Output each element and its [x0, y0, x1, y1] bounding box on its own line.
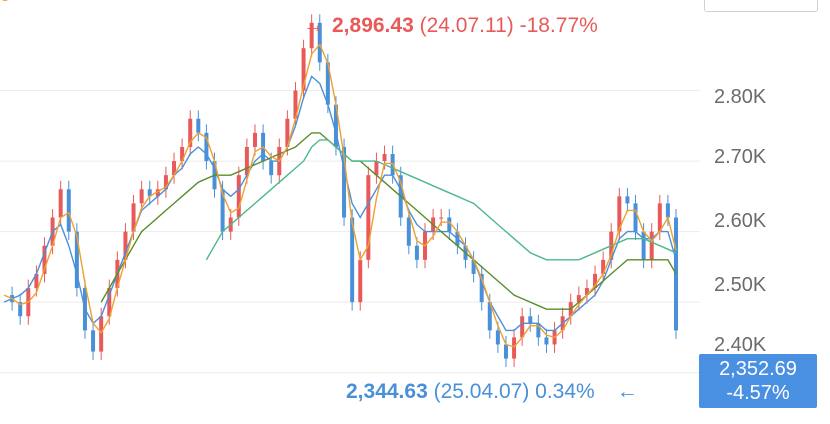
candle-body [172, 161, 177, 176]
candle-body [99, 316, 104, 352]
low-marker: 2,344.63 (25.04.07) 0.34% ← [346, 380, 638, 404]
high-change: -18.77% [519, 14, 598, 37]
candle-body [18, 302, 23, 317]
candle-body [269, 161, 274, 176]
candle-body [487, 302, 492, 331]
candle-body [358, 259, 363, 303]
candle-body [309, 22, 314, 49]
low-date: (25.04.07) [433, 380, 530, 403]
candle-body [503, 344, 508, 359]
candle-body [155, 189, 160, 197]
high-date: (24.07.11) [419, 14, 514, 37]
candle-body [91, 330, 96, 352]
candle-body [58, 189, 63, 218]
candle-body [374, 161, 379, 176]
candle-body [536, 323, 541, 338]
candle-body [544, 337, 549, 345]
candle-body [641, 231, 646, 260]
candle-body [220, 189, 225, 232]
candle-body [447, 217, 452, 232]
legend-strip [0, 0, 260, 4]
high-price: 2,896.43 [332, 14, 414, 37]
candle-body [342, 146, 347, 218]
y-tick-label: 2.70K [714, 146, 767, 168]
candle-body [520, 316, 525, 338]
y-tick-label: 2.50K [714, 274, 767, 296]
right-arrow-icon: → [303, 14, 324, 37]
high-marker: → 2,896.43 (24.07.11) -18.77% [303, 14, 598, 38]
candle-body [665, 203, 670, 218]
candle-body [414, 245, 419, 260]
candle-body [674, 217, 678, 331]
candle-body [236, 175, 241, 218]
candle-body [204, 132, 209, 162]
candle-body [593, 273, 598, 289]
candle-body [366, 175, 371, 260]
ma20-line [3, 75, 677, 332]
candle-body [471, 259, 476, 274]
current-price: 2,352.69 [719, 358, 797, 380]
candle-body [42, 245, 47, 274]
candle-body [512, 337, 517, 359]
candle-body [350, 217, 355, 303]
candle-body [649, 231, 654, 260]
candle-body [528, 316, 533, 324]
candle-body [576, 295, 581, 303]
candle-body [180, 146, 185, 162]
candle-body [74, 231, 79, 289]
candle-body [617, 196, 622, 232]
legend-ma5-dot [0, 0, 10, 1]
candle-body [139, 189, 144, 204]
current-price-badge: 2,352.69 -4.57% [699, 354, 817, 408]
candle-body [163, 175, 168, 190]
candle-body [601, 259, 606, 274]
y-tick-label: 2.80K [714, 86, 767, 108]
candle-body [317, 22, 322, 63]
candle-body [123, 231, 128, 260]
ma120-line [205, 139, 677, 261]
candle-body [66, 189, 71, 232]
candle-body [625, 196, 630, 204]
candle-body [252, 132, 257, 147]
candle-body [285, 118, 290, 147]
y-tick-label: 2.40K [714, 334, 767, 356]
candle-body [244, 146, 249, 176]
candle-body [147, 189, 152, 197]
candle-body [333, 104, 338, 147]
candle-body [301, 48, 306, 91]
candle-body [584, 288, 589, 296]
ma5-line [3, 43, 677, 348]
low-change: 0.34% [535, 380, 595, 403]
candle-body [495, 330, 500, 345]
left-arrow-icon: ← [616, 380, 638, 403]
candle-body [196, 118, 201, 133]
candle-body [188, 118, 193, 147]
low-price: 2,344.63 [346, 380, 428, 403]
candle-body [107, 288, 112, 317]
period-select[interactable] [704, 0, 818, 12]
candle-body [479, 273, 484, 303]
candle-body [34, 273, 39, 289]
candle-body [633, 203, 638, 232]
current-change: -4.57% [726, 382, 790, 404]
candle-body [293, 90, 298, 119]
candle-body [406, 217, 411, 246]
candle-body [657, 203, 662, 232]
candle-body [131, 203, 136, 232]
candle-body [439, 217, 444, 219]
ma60-line [100, 132, 677, 310]
y-tick-label: 2.60K [714, 210, 767, 232]
candle-body [382, 154, 387, 162]
candle-body [325, 62, 330, 105]
